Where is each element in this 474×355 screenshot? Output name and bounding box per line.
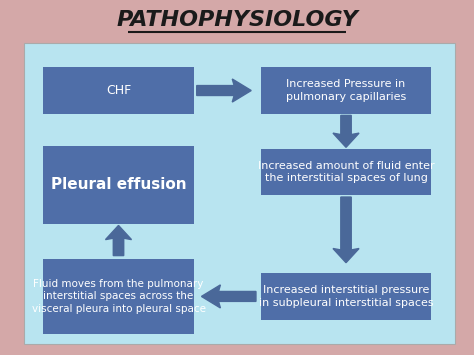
FancyArrow shape <box>105 225 132 256</box>
Text: PATHOPHYSIOLOGY: PATHOPHYSIOLOGY <box>116 10 358 29</box>
FancyBboxPatch shape <box>43 259 194 334</box>
Text: Increased amount of fluid enter
the interstitial spaces of lung: Increased amount of fluid enter the inte… <box>258 161 434 184</box>
FancyBboxPatch shape <box>261 149 431 195</box>
FancyBboxPatch shape <box>43 67 194 114</box>
FancyArrow shape <box>333 115 359 147</box>
FancyBboxPatch shape <box>261 273 431 320</box>
FancyArrow shape <box>201 285 256 308</box>
Text: Pleural effusion: Pleural effusion <box>51 177 186 192</box>
FancyBboxPatch shape <box>43 146 194 224</box>
Text: CHF: CHF <box>106 84 131 97</box>
FancyArrow shape <box>333 197 359 263</box>
FancyBboxPatch shape <box>24 43 455 344</box>
Text: Fluid moves from the pulmonary
interstitial spaces across the
visceral pleura in: Fluid moves from the pulmonary interstit… <box>31 279 206 314</box>
Text: Increased Pressure in
pulmonary capillaries: Increased Pressure in pulmonary capillar… <box>286 79 406 102</box>
FancyBboxPatch shape <box>261 67 431 114</box>
Text: Increased interstitial pressure
in subpleural interstitial spaces: Increased interstitial pressure in subpl… <box>259 285 433 308</box>
FancyArrow shape <box>197 79 251 102</box>
